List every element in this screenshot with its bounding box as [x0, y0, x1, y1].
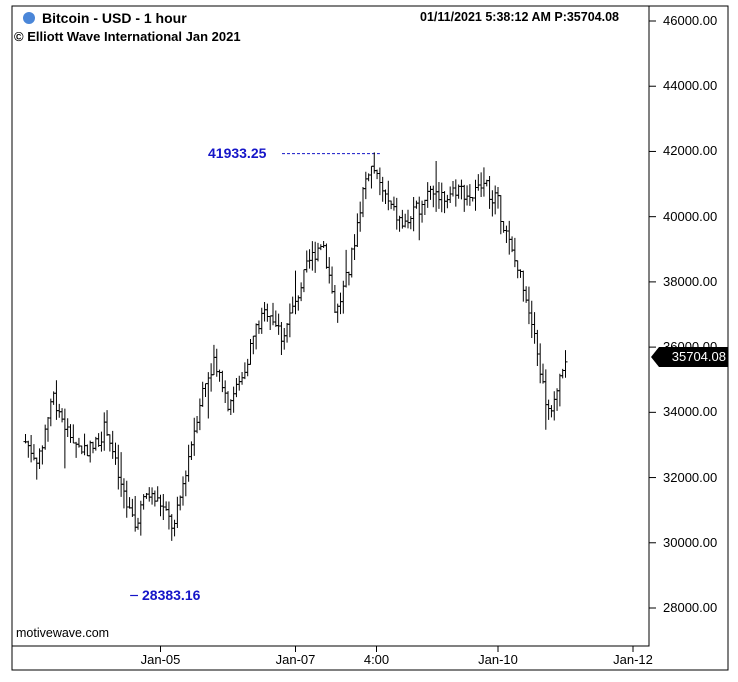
x-tick-label: Jan-10	[478, 652, 518, 667]
watermark: motivewave.com	[16, 626, 110, 640]
timestamp-price-readout: 01/11/2021 5:38:12 AM P:35704.08	[420, 10, 619, 24]
y-tick-label: 34000.00	[663, 404, 718, 420]
copyright-text: © Elliott Wave International Jan 2021	[14, 29, 241, 44]
x-tick-label: Jan-05	[140, 652, 181, 667]
y-axis-ticks	[649, 20, 656, 609]
x-tick-label: 4:00	[363, 652, 390, 667]
high-price-label: 41933.25	[208, 145, 267, 161]
y-tick-label: 40000.00	[663, 208, 718, 224]
y-tick-label: 42000.00	[663, 143, 718, 159]
y-tick-label: 28000.00	[663, 600, 718, 615]
y-tick-label: 46000.00	[663, 13, 718, 28]
low-price-label: 28383.16	[142, 587, 201, 603]
last-price-tag: 35704.08	[651, 347, 728, 367]
y-tick-label: 38000.00	[663, 273, 718, 289]
ohlc-bars	[23, 152, 568, 541]
x-axis-ticks	[160, 646, 634, 652]
ohlc-bar	[563, 350, 568, 378]
y-tick-label: 32000.00	[663, 469, 718, 485]
x-tick-label: Jan-07	[275, 652, 316, 667]
outer-frame	[11, 5, 729, 671]
chart-title: Bitcoin - USD - 1 hour	[42, 10, 187, 26]
series-dot-icon	[23, 12, 35, 24]
x-tick-label: Jan-12	[613, 652, 653, 667]
plot-frame	[11, 5, 650, 647]
y-tick-label: 30000.00	[663, 534, 718, 550]
y-tick-label: 44000.00	[663, 78, 718, 94]
